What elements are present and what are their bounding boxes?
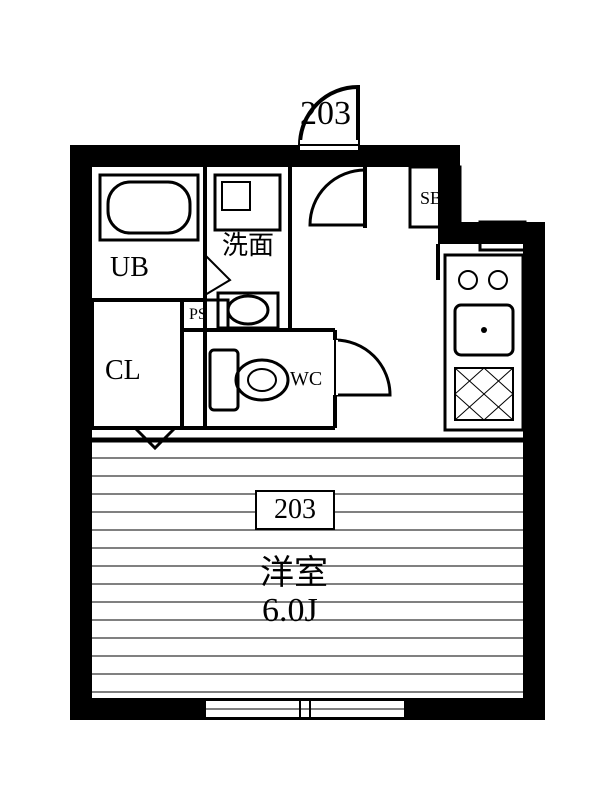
ps-label-top: PS	[487, 227, 505, 245]
floorplan-canvas: 203 UB 洗面 SB PS PS CL WC 203 洋室 6.0J	[0, 0, 603, 789]
washroom-label: 洗面	[220, 232, 276, 261]
toilet	[210, 350, 288, 410]
cl-label: CL	[105, 355, 141, 387]
entrance-number: 203	[300, 95, 351, 133]
bathtub	[100, 175, 198, 240]
ps-label-mid: PS	[189, 306, 207, 324]
wc-label: WC	[290, 368, 322, 391]
room-number: 203	[274, 494, 316, 525]
room-type-label: 洋室	[260, 545, 328, 594]
hallway-door-top	[310, 167, 365, 228]
room-size-label: 6.0J	[262, 592, 318, 630]
ub-door	[205, 255, 230, 295]
sb-label: SB	[420, 188, 442, 209]
kitchen	[445, 255, 523, 430]
ub-label: UB	[110, 252, 149, 284]
room-number-box: 203	[255, 490, 335, 530]
wc-door	[335, 340, 390, 395]
window	[205, 698, 405, 720]
